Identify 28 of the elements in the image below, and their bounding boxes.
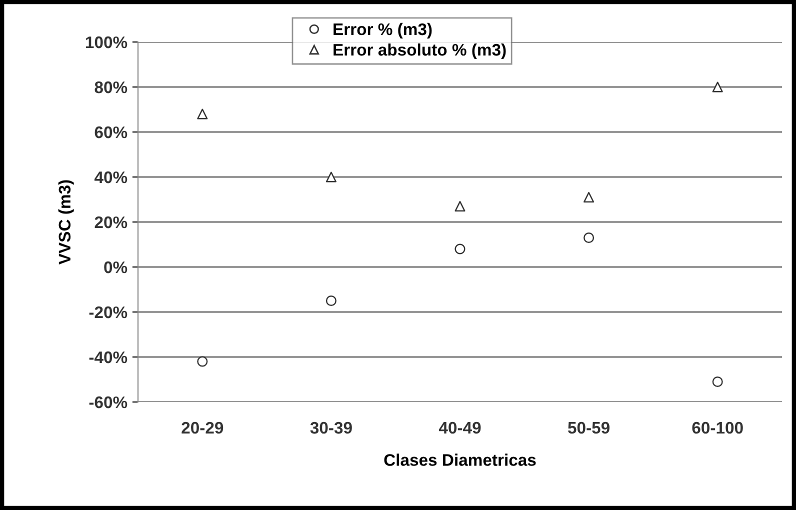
legend-label: Error absoluto % (m3) <box>334 43 506 60</box>
y-tick-label: 80% <box>94 81 128 94</box>
x-tick-label: 20-29 <box>182 422 224 434</box>
y-tick-label: -60% <box>89 396 128 408</box>
x-tick-label: 60-100 <box>692 422 743 434</box>
y-tick-label: 40% <box>94 171 128 184</box>
y-tick-label: -40% <box>89 351 128 364</box>
y-tick-label: 20% <box>94 216 128 228</box>
point <box>326 295 336 306</box>
x-tick-label: 30-39 <box>310 422 352 434</box>
legend-label: Error % (m3) <box>334 22 432 38</box>
point <box>454 200 466 212</box>
x-axis-title: Clases Diametricas <box>384 454 536 466</box>
y-tick-label: 0% <box>104 261 128 274</box>
point <box>326 172 336 182</box>
x-tick-label: 40-49 <box>438 422 481 434</box>
y-axis-title: VVSC (m3) <box>58 180 74 264</box>
y-tick-label: -20% <box>89 306 128 318</box>
x-tick-label: 50-59 <box>568 422 610 434</box>
point <box>712 82 723 92</box>
point <box>712 376 723 388</box>
point <box>584 192 594 203</box>
point <box>197 356 208 367</box>
y-tick-label: 100% <box>86 36 128 48</box>
point <box>197 108 208 120</box>
point <box>454 244 466 254</box>
point <box>584 232 594 244</box>
y-tick-label: 60% <box>94 126 128 138</box>
